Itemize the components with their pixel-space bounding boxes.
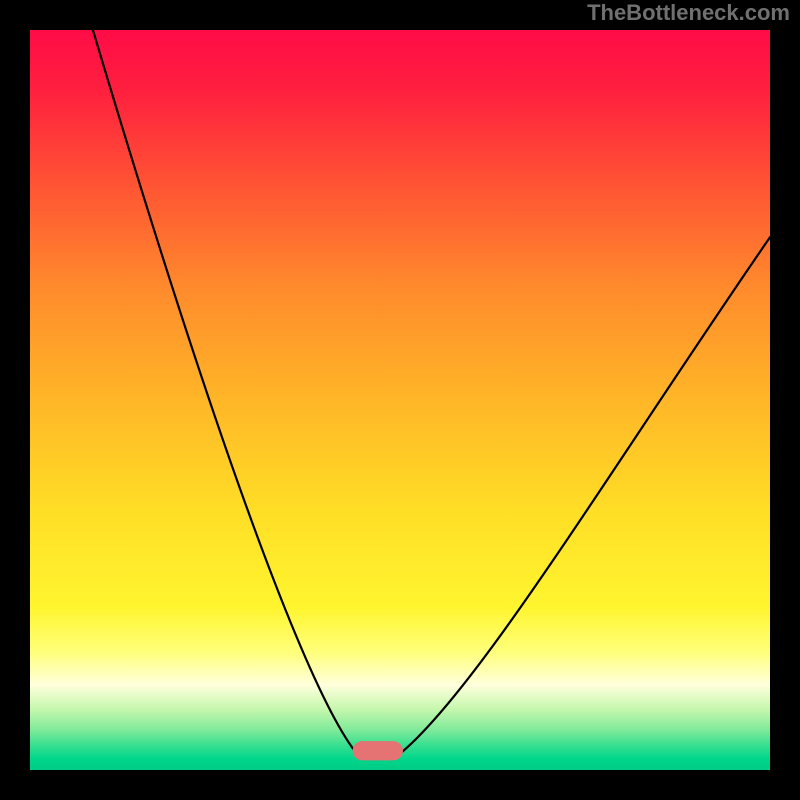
plot-area: [30, 30, 770, 770]
chart-svg: [0, 0, 800, 800]
chart-stage: { "canvas": { "width": 800, "height": 80…: [0, 0, 800, 800]
watermark-text: TheBottleneck.com: [587, 0, 790, 26]
optimal-marker: [353, 741, 403, 760]
plot-gradient-background: [30, 30, 770, 770]
